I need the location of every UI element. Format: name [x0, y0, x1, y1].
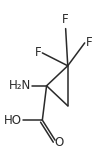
- Text: H₂N: H₂N: [8, 79, 31, 92]
- Text: O: O: [54, 136, 64, 149]
- Text: F: F: [62, 13, 69, 26]
- Text: F: F: [86, 36, 92, 49]
- Text: HO: HO: [4, 114, 22, 127]
- Text: F: F: [35, 46, 41, 59]
